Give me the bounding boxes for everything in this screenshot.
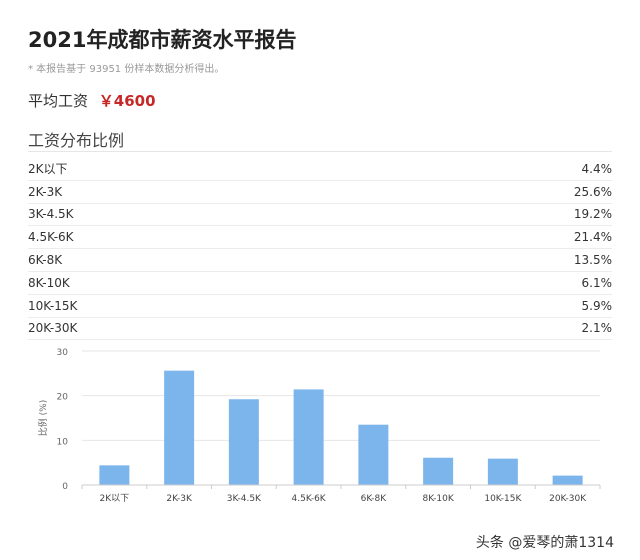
distribution-row: 4.5K-6K 21.4% <box>28 226 612 250</box>
y-tick-label: 20 <box>57 393 69 403</box>
x-tick-label: 20K-30K <box>549 494 587 504</box>
watermark-text: 头条 @爱琴的萧1314 <box>475 535 614 551</box>
bar <box>228 399 259 485</box>
x-tick-label: 3K-4.5K <box>227 494 262 504</box>
y-tick-label: 0 <box>62 482 68 492</box>
x-tick-label: 4.5K-6K <box>292 494 327 504</box>
page-title: 2021年成都市薪资水平报告 <box>28 28 297 52</box>
x-tick-label: 6K-8K <box>361 494 388 504</box>
range-percent: 25.6% <box>573 184 612 199</box>
range-percent: 2.1% <box>581 321 613 336</box>
bar <box>358 424 389 485</box>
distribution-row: 3K-4.5K 19.2% <box>28 204 612 227</box>
x-tick-label: 10K-15K <box>484 494 522 504</box>
range-label: 4.5K-6K <box>28 230 74 245</box>
bar <box>293 389 324 485</box>
range-percent: 13.5% <box>573 253 612 268</box>
range-label: 8K-10K <box>28 275 70 290</box>
x-tick-label: 2K-3K <box>166 494 193 504</box>
range-label: 20K-30K <box>28 321 78 336</box>
x-tick-label: 2K以下 <box>100 494 130 504</box>
range-label: 3K-4.5K <box>28 207 74 222</box>
range-label: 10K-15K <box>28 298 78 313</box>
range-percent: 21.4% <box>573 230 612 245</box>
distribution-row: 6K-8K 13.5% <box>28 249 612 272</box>
distribution-table: 2K以下 4.4% 2K-3K 25.6% 3K-4.5K 19.2% 4.5K-6K… <box>28 158 612 341</box>
range-label: 2K以下 <box>28 162 68 177</box>
divider <box>28 151 612 152</box>
distribution-row: 2K以下 4.4% <box>28 158 612 181</box>
average-salary: 平均工资 ￥4600 <box>28 90 156 111</box>
bar <box>99 465 130 485</box>
bar <box>552 475 583 485</box>
range-label: 6K-8K <box>28 253 63 268</box>
bar <box>487 458 518 485</box>
distribution-row: 20K-30K 2.1% <box>28 318 612 341</box>
x-tick-label: 8K-10K <box>422 494 454 504</box>
average-salary-label: 平均工资 <box>28 92 89 110</box>
range-percent: 5.9% <box>581 298 613 313</box>
range-label: 2K-3K <box>28 184 63 199</box>
salary-bar-chart: 0 10 20 30 比例 (%) 2K以下 2K-3K 3K-4.5K 4.5K-6K 6K-8… <box>37 348 601 504</box>
y-axis-label: 比例 (%) <box>37 400 49 436</box>
bar <box>423 457 454 485</box>
distribution-row: 2K-3K 25.6% <box>28 181 612 204</box>
bar <box>164 370 195 485</box>
range-percent: 4.4% <box>581 161 613 176</box>
distribution-row: 8K-10K 6.1% <box>28 272 612 295</box>
y-tick-label: 10 <box>57 437 69 447</box>
sample-note: * 本报告基于 93951 份样本数据分析得出。 <box>28 64 225 75</box>
range-percent: 19.2% <box>573 207 612 222</box>
distribution-row: 10K-15K 5.9% <box>28 295 612 318</box>
y-tick-label: 30 <box>57 348 69 358</box>
average-salary-value: ￥4600 <box>98 92 156 110</box>
range-percent: 6.1% <box>581 275 613 290</box>
distribution-title: 工资分布比例 <box>28 131 125 150</box>
